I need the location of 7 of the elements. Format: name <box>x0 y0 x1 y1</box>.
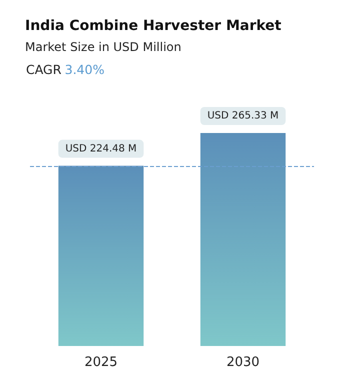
data-label: USD 265.33 M <box>207 110 279 122</box>
chart-subtitle: Market Size in USD Million <box>25 40 182 54</box>
data-label: USD 224.48 M <box>65 143 137 154</box>
x-tick-label: 2025 <box>84 355 118 370</box>
x-tick-label: 2030 <box>226 355 260 370</box>
text: CAGR 3.40% <box>26 62 105 77</box>
chart-title: India Combine Harvester Market <box>25 18 282 34</box>
